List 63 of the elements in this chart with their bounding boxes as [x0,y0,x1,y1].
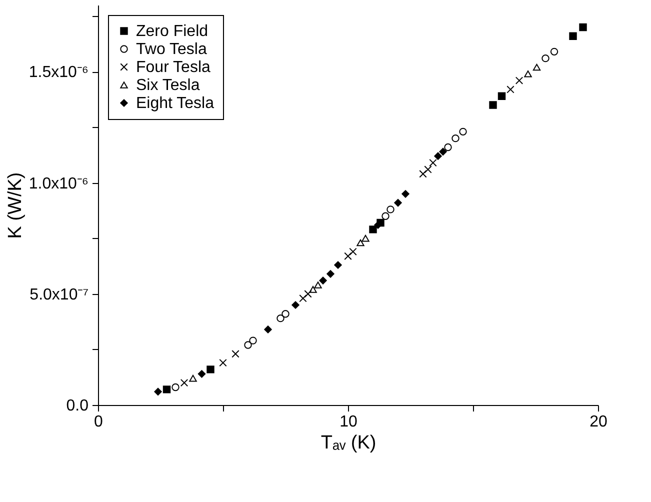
x-tick-label: 10 [340,414,358,430]
point [394,198,402,207]
point [439,148,447,156]
point [515,76,524,84]
point [498,92,506,100]
point [429,158,437,167]
legend-label: Zero Field [136,23,208,40]
point [264,326,272,334]
point [314,282,322,288]
point [326,270,334,278]
point [206,366,214,374]
x-tick-label: 0 [94,414,104,430]
point [162,386,171,394]
point [276,314,284,322]
point [386,206,394,214]
point [292,301,300,309]
point [154,388,162,396]
point [434,152,442,160]
point [244,341,252,349]
point [249,336,257,344]
y-tick-label: 5.0x10⁻⁷ [30,286,89,304]
point [424,166,432,174]
point [382,212,390,220]
legend-label: Six Tesla [136,77,200,94]
point [232,350,240,358]
point [334,261,342,269]
legend-label: Eight Tesla [136,95,214,112]
point [356,239,364,246]
point [452,134,460,142]
point [524,70,532,78]
point [506,86,514,94]
legend-label: Four Tesla [136,59,211,76]
point [550,48,558,56]
legend-label: Two Tesla [136,41,207,58]
x-tick-label: 20 [590,414,608,430]
point [282,310,290,318]
point [459,128,467,136]
point [419,170,427,178]
point [319,276,327,284]
point [304,290,312,298]
point [444,143,452,152]
point [362,234,370,242]
point [532,64,541,71]
y-axis-title: K (W/K) [4,172,26,239]
y-tick-label: 1.0x10⁻⁶ [28,175,88,192]
point [198,370,206,378]
point [369,226,377,234]
point [219,358,227,367]
point [309,286,317,293]
point [489,101,497,109]
point [172,383,180,392]
point [180,378,188,387]
point [189,374,197,382]
point [579,23,587,32]
y-tick-label: 1.5x10⁻⁶ [28,64,88,82]
point [402,190,410,198]
point [542,54,550,62]
point [569,32,577,40]
point [344,252,352,260]
x-axis-title: Tₐᵥ (K) [320,432,376,454]
y-tick-label: 0.0 [66,398,89,414]
point [349,248,357,256]
point [299,294,307,302]
